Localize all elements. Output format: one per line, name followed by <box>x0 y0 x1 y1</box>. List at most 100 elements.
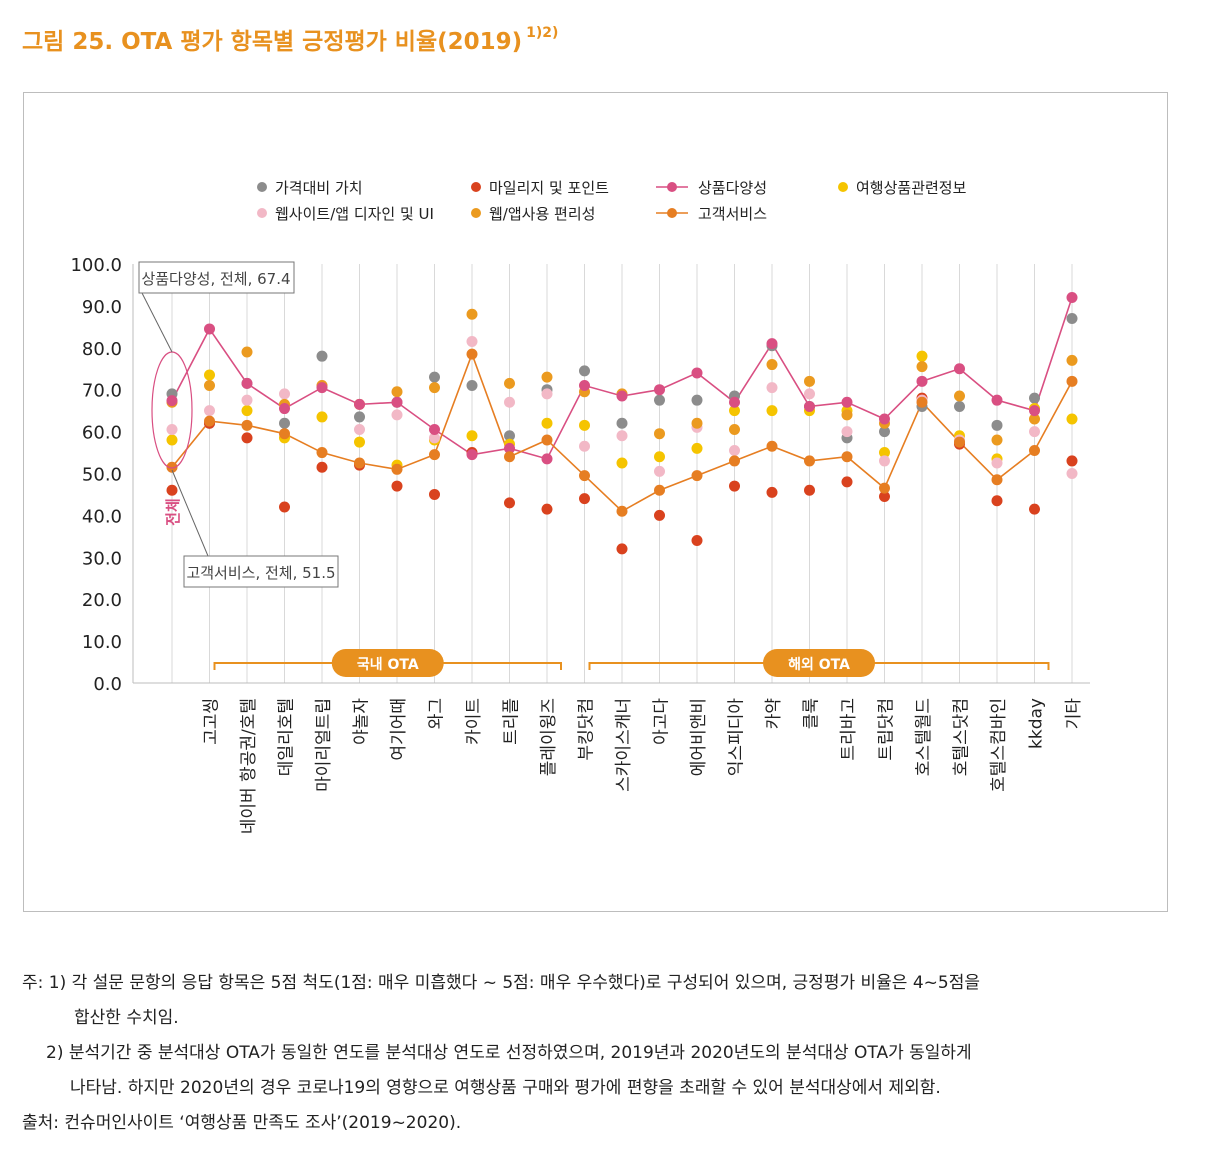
data-point <box>804 400 815 412</box>
y-tick-label: 80.0 <box>82 339 122 360</box>
data-point <box>841 426 853 438</box>
data-point <box>879 455 890 467</box>
data-point <box>541 453 553 465</box>
data-point <box>241 394 253 406</box>
data-point <box>279 428 290 440</box>
notes: 주: 1) 각 설문 문항의 응답 항목은 5점 척도(1점: 매우 미흡했다 … <box>22 966 1192 1141</box>
legend-label: 고객서비스 <box>698 205 767 223</box>
data-point <box>729 405 740 417</box>
x-tick-label: 고고씽 <box>202 698 222 745</box>
y-tick-label: 10.0 <box>82 632 122 653</box>
data-point <box>1066 354 1078 366</box>
data-point <box>766 382 778 394</box>
data-point <box>1029 426 1040 438</box>
data-point <box>429 382 440 394</box>
data-point <box>391 396 403 408</box>
data-point <box>504 497 515 509</box>
data-point <box>991 474 1003 486</box>
data-point <box>466 430 478 442</box>
x-tick-label: 카약 <box>764 698 784 729</box>
annotation-text-2: 고객서비스, 전체, 51.5 <box>186 564 335 582</box>
data-point <box>879 413 890 425</box>
data-point <box>691 535 703 547</box>
figure-title-footnote: 1)2) <box>526 25 559 42</box>
y-tick-label: 60.0 <box>82 423 122 444</box>
data-point <box>654 384 665 396</box>
x-tick-label: 트리바고 <box>839 698 859 761</box>
data-point <box>879 482 890 494</box>
data-point <box>241 346 253 358</box>
data-point <box>241 432 253 444</box>
x-tick-label: 카이트 <box>464 698 484 745</box>
domestic-ota-label: 국내 OTA <box>357 657 419 673</box>
source-note: 출처: 컨슈머인사이트 ‘여행상품 만족도 조사’(2019~2020). <box>22 1113 462 1133</box>
data-point <box>1029 392 1040 404</box>
data-point <box>466 449 478 461</box>
legend-marker <box>471 208 481 218</box>
note-1-line-1: 주: 1) 각 설문 문항의 응답 항목은 5점 척도(1점: 매우 미흡했다 … <box>22 973 980 993</box>
data-point <box>354 411 365 423</box>
x-tick-label: 와그 <box>427 698 447 729</box>
data-point <box>504 377 515 389</box>
data-point <box>841 476 853 488</box>
data-point <box>691 470 703 482</box>
data-point <box>279 403 290 415</box>
legend-label: 가격대비 가치 <box>275 179 363 197</box>
data-point <box>429 449 440 461</box>
data-point <box>954 400 965 412</box>
data-point <box>954 390 965 402</box>
data-point <box>1066 312 1078 324</box>
data-point <box>279 388 290 400</box>
x-tick-label: 네이버 항공권/호텔 <box>239 698 259 834</box>
total-category-label: 전체 <box>164 498 182 526</box>
legend-marker <box>471 182 481 192</box>
data-point <box>316 447 328 459</box>
x-tick-label: 호스텔월드 <box>914 698 934 776</box>
data-point <box>691 442 703 454</box>
data-point <box>766 405 778 417</box>
data-point <box>316 350 328 362</box>
data-point <box>504 451 515 463</box>
data-point <box>466 348 478 360</box>
data-point <box>841 409 853 421</box>
data-point <box>279 501 290 513</box>
data-point <box>504 430 515 442</box>
data-point <box>916 350 928 362</box>
legend-label: 마일리지 및 포인트 <box>489 179 609 197</box>
data-point <box>691 417 703 429</box>
x-tick-label: 호텔스닷컴 <box>952 698 972 776</box>
data-point <box>729 480 740 492</box>
annotation-box-2 <box>183 555 339 588</box>
data-point <box>429 488 440 500</box>
data-point <box>616 430 628 442</box>
data-point <box>541 388 553 400</box>
y-tick-label: 100.0 <box>70 255 122 276</box>
data-point <box>241 405 253 417</box>
data-point <box>579 365 590 377</box>
data-point <box>991 394 1003 406</box>
data-point <box>729 424 740 436</box>
data-point <box>766 338 778 350</box>
data-point <box>1066 375 1078 387</box>
data-point <box>541 371 553 383</box>
data-point <box>954 436 965 448</box>
x-tick-label: kkday <box>1027 698 1047 749</box>
data-point <box>916 396 928 408</box>
data-point <box>991 419 1003 431</box>
data-point <box>916 361 928 373</box>
data-point <box>354 424 365 436</box>
data-point <box>204 415 215 427</box>
data-point <box>616 543 628 555</box>
data-point <box>466 336 478 348</box>
data-point <box>166 484 178 496</box>
y-tick-label: 90.0 <box>82 297 122 318</box>
annotation-text-1: 상품다양성, 전체, 67.4 <box>141 270 290 288</box>
legend-label: 웹/앱사용 편리성 <box>489 205 595 223</box>
data-point <box>1066 468 1078 479</box>
data-point <box>729 444 740 456</box>
data-point <box>654 465 665 477</box>
data-point <box>654 484 665 496</box>
y-tick-label: 70.0 <box>82 381 122 402</box>
data-point <box>541 434 553 446</box>
data-point <box>1029 413 1040 425</box>
